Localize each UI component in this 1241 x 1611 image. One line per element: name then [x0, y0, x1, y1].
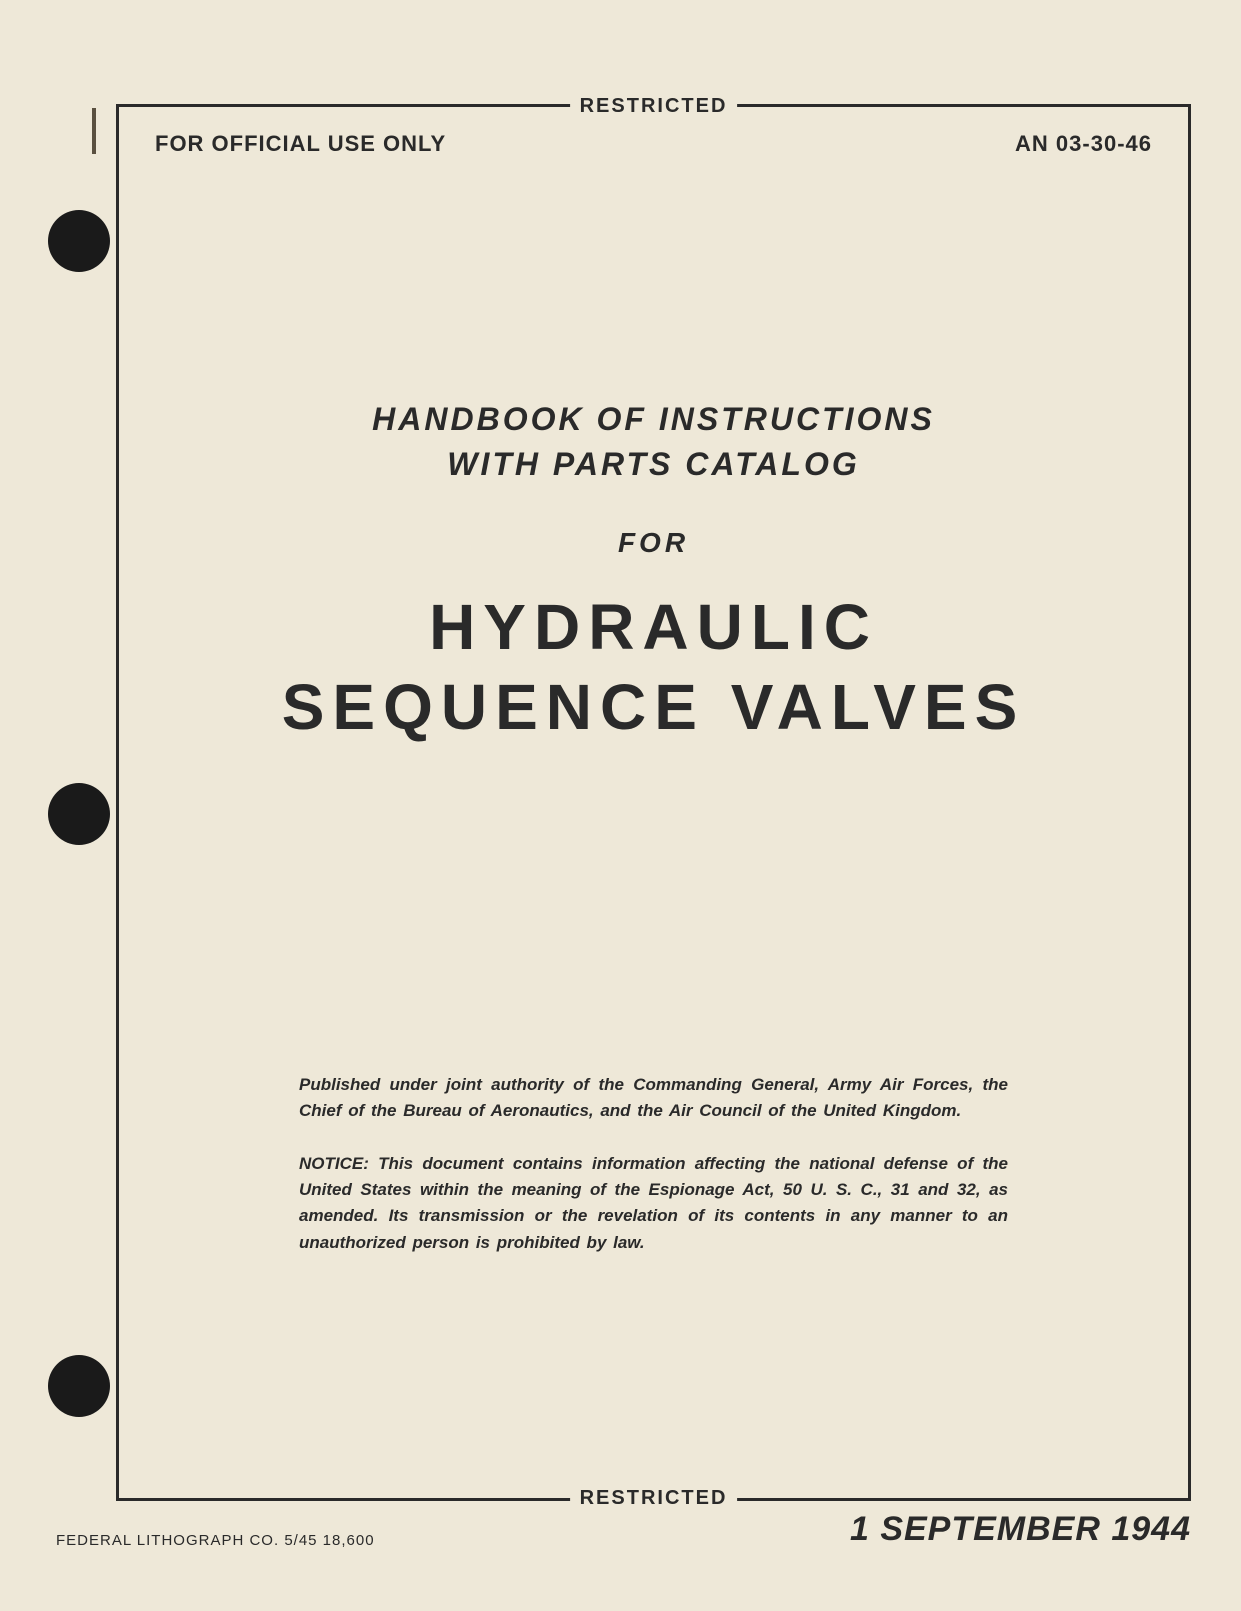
- punch-hole: [48, 783, 110, 845]
- classification-bottom: RESTRICTED: [570, 1487, 738, 1510]
- publication-date: 1 SEPTEMBER 1944: [850, 1510, 1191, 1549]
- title-line-1: HYDRAULIC: [119, 587, 1188, 667]
- classification-top: RESTRICTED: [570, 95, 738, 118]
- punch-hole: [48, 210, 110, 272]
- title-line-2: SEQUENCE VALVES: [119, 667, 1188, 747]
- footer-row: FEDERAL LITHOGRAPH CO. 5/45 18,600 1 SEP…: [56, 1510, 1191, 1549]
- subtitle-line-1: HANDBOOK OF INSTRUCTIONS: [119, 397, 1188, 442]
- document-number: AN 03-30-46: [1015, 131, 1152, 157]
- main-title: HYDRAULIC SEQUENCE VALVES: [119, 587, 1188, 747]
- authority-notice: Published under joint authority of the C…: [299, 1072, 1008, 1125]
- header-row: FOR OFFICIAL USE ONLY AN 03-30-46: [155, 131, 1152, 157]
- printer-info: FEDERAL LITHOGRAPH CO. 5/45 18,600: [56, 1532, 375, 1549]
- notice-block: Published under joint authority of the C…: [299, 1072, 1008, 1282]
- content-border: RESTRICTED RESTRICTED FOR OFFICIAL USE O…: [116, 104, 1191, 1501]
- espionage-notice: NOTICE: This document contains informati…: [299, 1151, 1008, 1256]
- official-use-label: FOR OFFICIAL USE ONLY: [155, 131, 446, 157]
- staple-mark: [92, 108, 96, 154]
- subtitle-line-2: WITH PARTS CATALOG: [119, 442, 1188, 487]
- document-page: RESTRICTED RESTRICTED FOR OFFICIAL USE O…: [0, 0, 1241, 1611]
- punch-hole: [48, 1355, 110, 1417]
- for-label: FOR: [119, 527, 1188, 559]
- subtitle-block: HANDBOOK OF INSTRUCTIONS WITH PARTS CATA…: [119, 397, 1188, 559]
